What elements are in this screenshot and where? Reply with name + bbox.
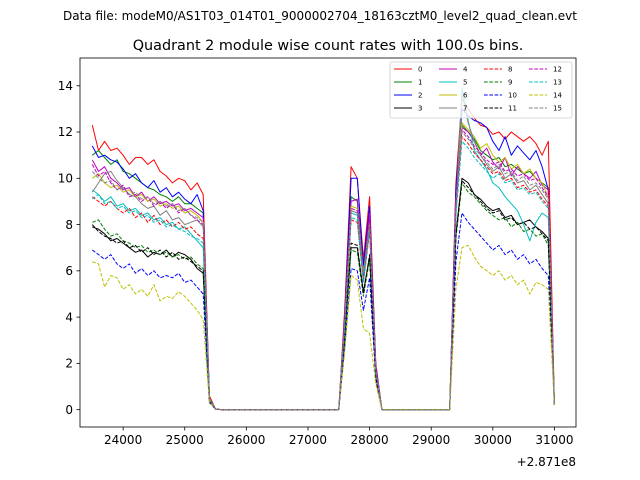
series-line-15 (91, 131, 555, 411)
x-tick-label-4: 28000 (350, 433, 388, 447)
legend-label-11: 11 (508, 105, 517, 113)
series-line-14 (92, 244, 555, 411)
legend-label-7: 7 (463, 105, 467, 113)
legend-label-2: 2 (418, 92, 422, 100)
x-tick-label-5: 29000 (412, 433, 450, 447)
chart-title: Quadrant 2 module wise count rates with … (133, 38, 524, 54)
x-tick-label-2: 26000 (227, 433, 265, 447)
legend-label-12: 12 (553, 66, 562, 74)
plot-frame (79, 57, 577, 428)
y-tick-label-3: 6 (65, 264, 73, 278)
legend-label-15: 15 (553, 105, 562, 113)
legend-label-8: 8 (508, 66, 512, 74)
y-tick-label-2: 4 (65, 310, 73, 324)
y-tick-label-0: 0 (65, 403, 73, 417)
legend-label-3: 3 (418, 105, 422, 113)
legend-label-10: 10 (508, 92, 517, 100)
legend-label-4: 4 (463, 66, 468, 74)
legend-label-14: 14 (553, 92, 562, 100)
legend-label-13: 13 (553, 79, 562, 87)
x-tick-label-7: 31000 (535, 433, 573, 447)
series-lines (91, 87, 555, 411)
legend-label-9: 9 (508, 79, 512, 87)
plot-area (91, 87, 555, 411)
series-line-11 (91, 180, 555, 411)
x-axis-offset-label: +2.871e8 (517, 455, 576, 469)
y-tick-label-6: 12 (58, 125, 73, 139)
legend-label-5: 5 (463, 79, 467, 87)
legend-label-1: 1 (418, 79, 422, 87)
legend-label-6: 6 (463, 92, 468, 100)
legend-label-0: 0 (418, 66, 422, 74)
legend-box (389, 61, 573, 119)
axes: 24000 25000 26000 27000 28000 29000 30000 31000… (58, 57, 577, 447)
series-line-13 (92, 140, 555, 411)
y-tick-label-7: 14 (58, 79, 73, 93)
y-tick-label-5: 10 (58, 172, 73, 186)
y-tick-label-1: 2 (65, 357, 73, 371)
x-tick-label-6: 30000 (474, 433, 512, 447)
x-tick-label-3: 27000 (289, 433, 327, 447)
x-tick-label-0: 24000 (104, 433, 142, 447)
x-tick-label-1: 25000 (166, 433, 204, 447)
figure-suptitle: Data file: modeM0/AS1T03_014T01_90000027… (63, 9, 577, 23)
y-tick-label-4: 8 (65, 218, 73, 232)
